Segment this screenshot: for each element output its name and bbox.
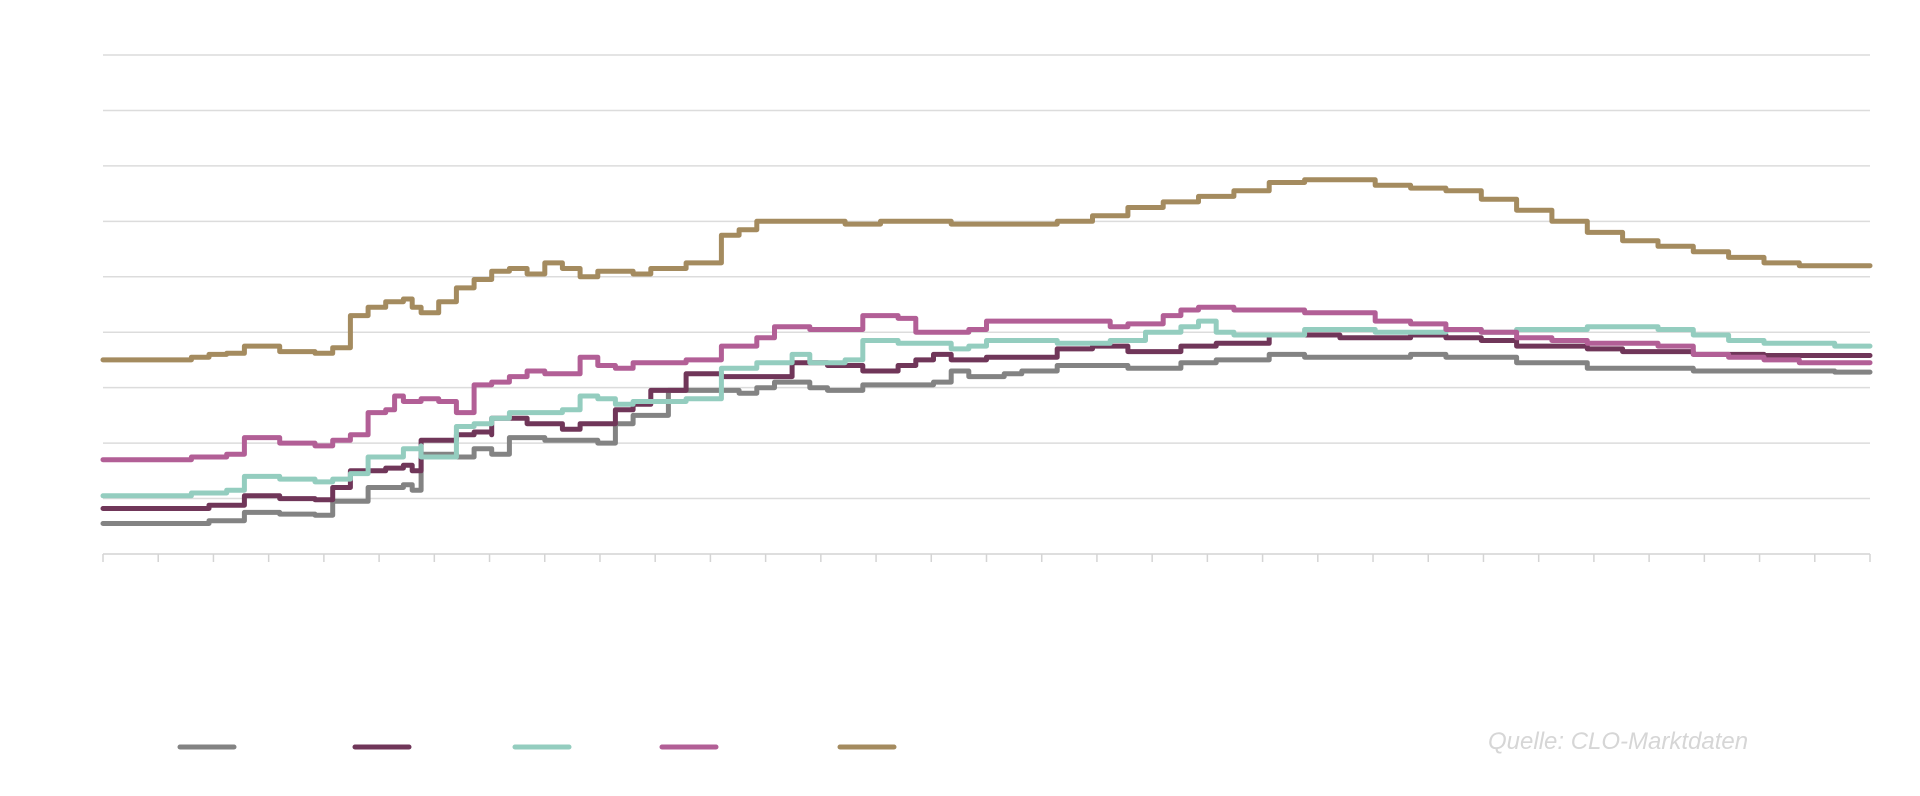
- source-note: Quelle: CLO-Marktdaten: [1488, 728, 1749, 755]
- x-axis: [102, 553, 1871, 562]
- series-lines: [100, 177, 1873, 526]
- series-line-1: [100, 351, 1873, 526]
- series-line-2: [100, 332, 1873, 511]
- gridlines: [103, 54, 1870, 500]
- series-line-5: [100, 177, 1873, 363]
- series-line-4: [100, 304, 1873, 463]
